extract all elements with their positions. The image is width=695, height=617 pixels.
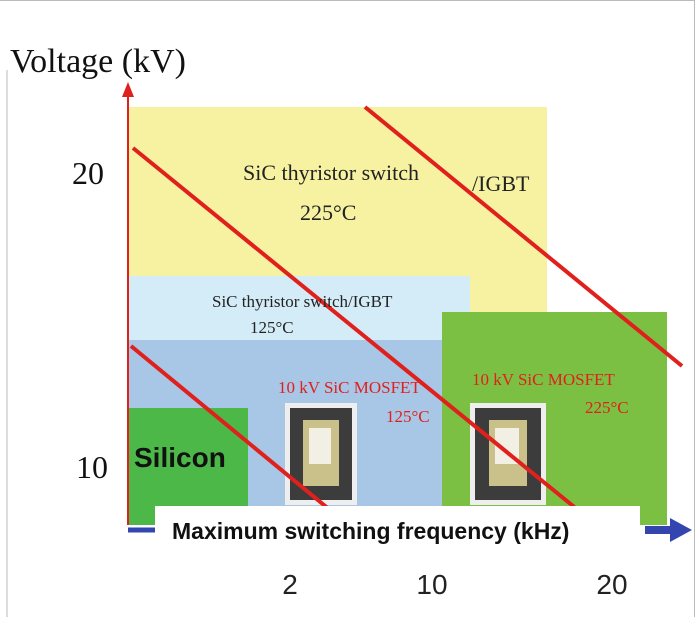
- x-label: 2: [282, 569, 298, 600]
- x-label: 10: [416, 569, 447, 600]
- y-title: Voltage (kV): [10, 43, 186, 80]
- region-light-blue: [128, 276, 470, 342]
- x-title-box: [155, 506, 640, 550]
- region-label: SiC thyristor switch: [243, 160, 419, 185]
- y-label: 20: [72, 155, 104, 191]
- region-label: /IGBT: [472, 171, 530, 196]
- x-title: Maximum switching frequency (kHz): [172, 518, 569, 544]
- region-temp: 225°C: [585, 398, 629, 417]
- region-temp: 125°C: [386, 407, 430, 426]
- x-label: 20: [596, 569, 627, 600]
- region-label: SiC thyristor switch/IGBT: [212, 292, 393, 311]
- region-label: 10 kV SiC MOSFET: [472, 370, 615, 389]
- y-label: 10: [76, 449, 108, 485]
- chip-photo: [285, 403, 357, 505]
- limit-lines: [129, 105, 684, 512]
- region-temp: 225°C: [300, 200, 356, 225]
- region-label: 10 kV SiC MOSFET: [278, 378, 421, 397]
- chip-photo: [470, 403, 546, 505]
- x-axis-arrow: [670, 518, 692, 542]
- region-temp: 125°C: [250, 318, 294, 337]
- region-label: Silicon: [134, 442, 226, 473]
- y-axis-arrow: [122, 82, 134, 97]
